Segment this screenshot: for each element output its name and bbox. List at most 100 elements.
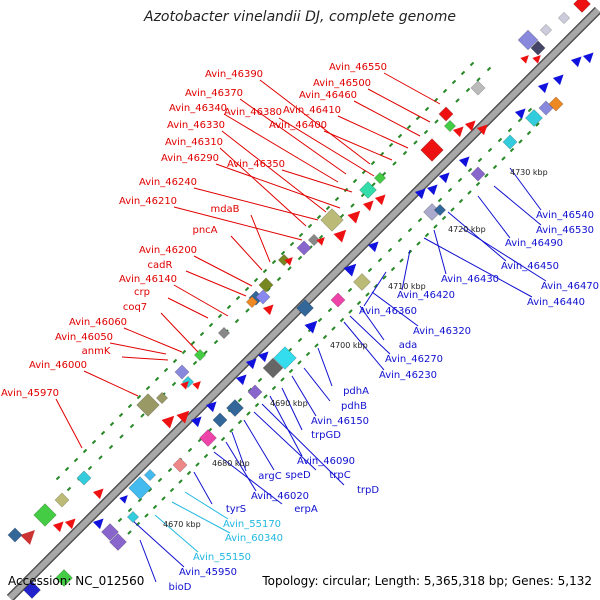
gene-feature-box — [212, 412, 228, 428]
scale-tick-mark — [377, 257, 383, 263]
gene-label-avin-46460[interactable]: Avin_46460 — [299, 90, 357, 101]
scale-tick-mark — [82, 448, 88, 454]
gene-label-avin-46320[interactable]: Avin_46320 — [413, 326, 471, 337]
scale-tick-mark — [253, 277, 259, 283]
leader-line-argc — [231, 431, 247, 472]
gene-feature-arrow — [161, 415, 175, 429]
scale-tick-mark — [212, 445, 217, 450]
gene-label-avin-46270[interactable]: Avin_46270 — [385, 354, 443, 365]
gene-label-trpc[interactable]: trpC — [329, 470, 350, 481]
gene-label-avin-46470[interactable]: Avin_46470 — [541, 281, 599, 292]
scale-tick-mark — [144, 513, 149, 518]
gene-label-avin-46140[interactable]: Avin_46140 — [119, 274, 177, 285]
gene-label-sped[interactable]: speD — [285, 470, 311, 481]
gene-label-avin-46330[interactable]: Avin_46330 — [167, 120, 225, 131]
scale-tick-mark — [433, 224, 438, 229]
scale-tick-mark — [297, 255, 303, 261]
gene-label-avin-46540[interactable]: Avin_46540 — [536, 210, 594, 221]
scale-tick-mark — [118, 412, 124, 418]
gene-label-ada[interactable]: ada — [399, 340, 418, 351]
gene-label-trpgd[interactable]: trpGD — [311, 430, 341, 441]
gene-label-avin-46210[interactable]: Avin_46210 — [119, 196, 177, 207]
gene-label-avin-46050[interactable]: Avin_46050 — [55, 332, 113, 343]
gene-label-avin-46350[interactable]: Avin_46350 — [227, 159, 285, 170]
gene-label-avin-46380[interactable]: Avin_46380 — [224, 107, 282, 118]
gene-label-avin-46150[interactable]: Avin_46150 — [311, 416, 369, 427]
gene-label-avin-46230[interactable]: Avin_46230 — [379, 370, 437, 381]
gene-label-avin-45950[interactable]: Avin_45950 — [179, 567, 237, 578]
gene-label-avin-46390[interactable]: Avin_46390 — [205, 69, 263, 80]
leader-line-avin-46350 — [281, 169, 353, 193]
scale-tick-mark — [318, 234, 324, 240]
gene-feature-arrow — [426, 184, 438, 196]
gene-label-avin-46020[interactable]: Avin_46020 — [251, 491, 309, 502]
scale-tick-mark — [492, 164, 498, 170]
gene-label-avin-46090[interactable]: Avin_46090 — [297, 456, 355, 467]
gene-label-erpa[interactable]: erpA — [294, 504, 318, 515]
gene-label-avin-46500[interactable]: Avin_46500 — [313, 78, 371, 89]
gene-label-avin-46430[interactable]: Avin_46430 — [441, 274, 499, 285]
gene-label-crp[interactable]: crp — [134, 287, 150, 298]
gene-label-avin-46400[interactable]: Avin_46400 — [269, 120, 327, 131]
gene-label-coq7[interactable]: coq7 — [123, 302, 147, 313]
gene-feature-box — [539, 23, 553, 37]
gene-label-avin-46200[interactable]: Avin_46200 — [139, 245, 197, 256]
gene-label-avin-46450[interactable]: Avin_46450 — [501, 261, 559, 272]
leader-line-avin-46400 — [323, 130, 393, 161]
label-layer: 4670 kbp 4680 kbp 4690 kbp 4700 kbp 4710 kbp… — [1, 62, 599, 593]
gene-label-tyrs[interactable]: tyrS — [226, 504, 246, 515]
gene-label-pdhb[interactable]: pdhB — [341, 401, 367, 412]
gene-feature-box — [245, 295, 259, 309]
gene-label-argc[interactable]: argC — [258, 471, 281, 482]
gene-feature-box — [199, 429, 217, 447]
gene-label-avin-46000[interactable]: Avin_46000 — [29, 360, 87, 371]
gene-label-trpd[interactable]: trpD — [357, 485, 379, 496]
gene-feature-box — [101, 523, 119, 541]
gene-label-avin-46340[interactable]: Avin_46340 — [169, 103, 227, 114]
gene-label-biod[interactable]: bioD — [169, 582, 192, 593]
leader-line-avin-46270 — [349, 315, 391, 355]
scale-tick-mark — [465, 87, 471, 93]
scale-tick-mark — [217, 313, 223, 319]
scale-tick-mark — [237, 419, 243, 425]
scale-tick-mark — [117, 517, 123, 523]
gene-label-avin-46240[interactable]: Avin_46240 — [139, 177, 197, 188]
gene-label-avin-46530[interactable]: Avin_46530 — [536, 225, 594, 236]
scale-tick-mark — [154, 376, 160, 382]
gene-label-avin-46310[interactable]: Avin_46310 — [165, 137, 223, 148]
gene-feature-arrow — [333, 229, 347, 243]
gene-label-avin-45970[interactable]: Avin_45970 — [1, 388, 59, 399]
gene-label-cadr[interactable]: cadR — [148, 260, 173, 271]
scale-tick-mark — [145, 385, 151, 391]
scale-tick-mark — [457, 177, 463, 183]
gene-feature-arrow — [552, 74, 564, 86]
leader-line-layer — [55, 72, 547, 583]
gene-label-mdab[interactable]: mdaB — [210, 204, 239, 215]
gene-label-avin-55150[interactable]: Avin_55150 — [193, 552, 251, 563]
gene-label-avin-46360[interactable]: Avin_46360 — [359, 306, 417, 317]
gene-label-avin-46420[interactable]: Avin_46420 — [397, 290, 455, 301]
gene-feature-box — [262, 357, 284, 379]
scale-tick-mark — [501, 156, 506, 161]
gene-label-avin-55170[interactable]: Avin_55170 — [223, 519, 281, 530]
gene-label-avin-46490[interactable]: Avin_46490 — [505, 238, 563, 249]
gene-feature-box — [502, 134, 518, 150]
gene-feature-box — [174, 364, 190, 380]
gene-label-avin-46550[interactable]: Avin_46550 — [329, 62, 387, 73]
gene-label-pdha[interactable]: pdhA — [343, 386, 369, 397]
gene-label-avin-46060[interactable]: Avin_46060 — [69, 317, 127, 328]
gene-feature-arrow — [476, 124, 488, 136]
gene-label-avin-46290[interactable]: Avin_46290 — [161, 153, 219, 164]
scale-tick-mark — [450, 207, 455, 212]
scale-tick-mark — [245, 308, 250, 313]
gene-label-avin-46440[interactable]: Avin_46440 — [527, 297, 585, 308]
leader-line-avin-46390 — [259, 79, 371, 165]
gene-label-avin-60340[interactable]: Avin_60340 — [225, 533, 283, 544]
gene-label-anmk[interactable]: anmK — [82, 346, 111, 357]
gene-feature-arrow — [20, 530, 35, 545]
gene-label-avin-46370[interactable]: Avin_46370 — [185, 88, 243, 99]
scale-tick-mark — [271, 385, 277, 391]
scale-tick-mark — [147, 487, 153, 493]
gene-label-pnca[interactable]: pncA — [192, 225, 217, 236]
gene-label-avin-46410[interactable]: Avin_46410 — [283, 105, 341, 116]
